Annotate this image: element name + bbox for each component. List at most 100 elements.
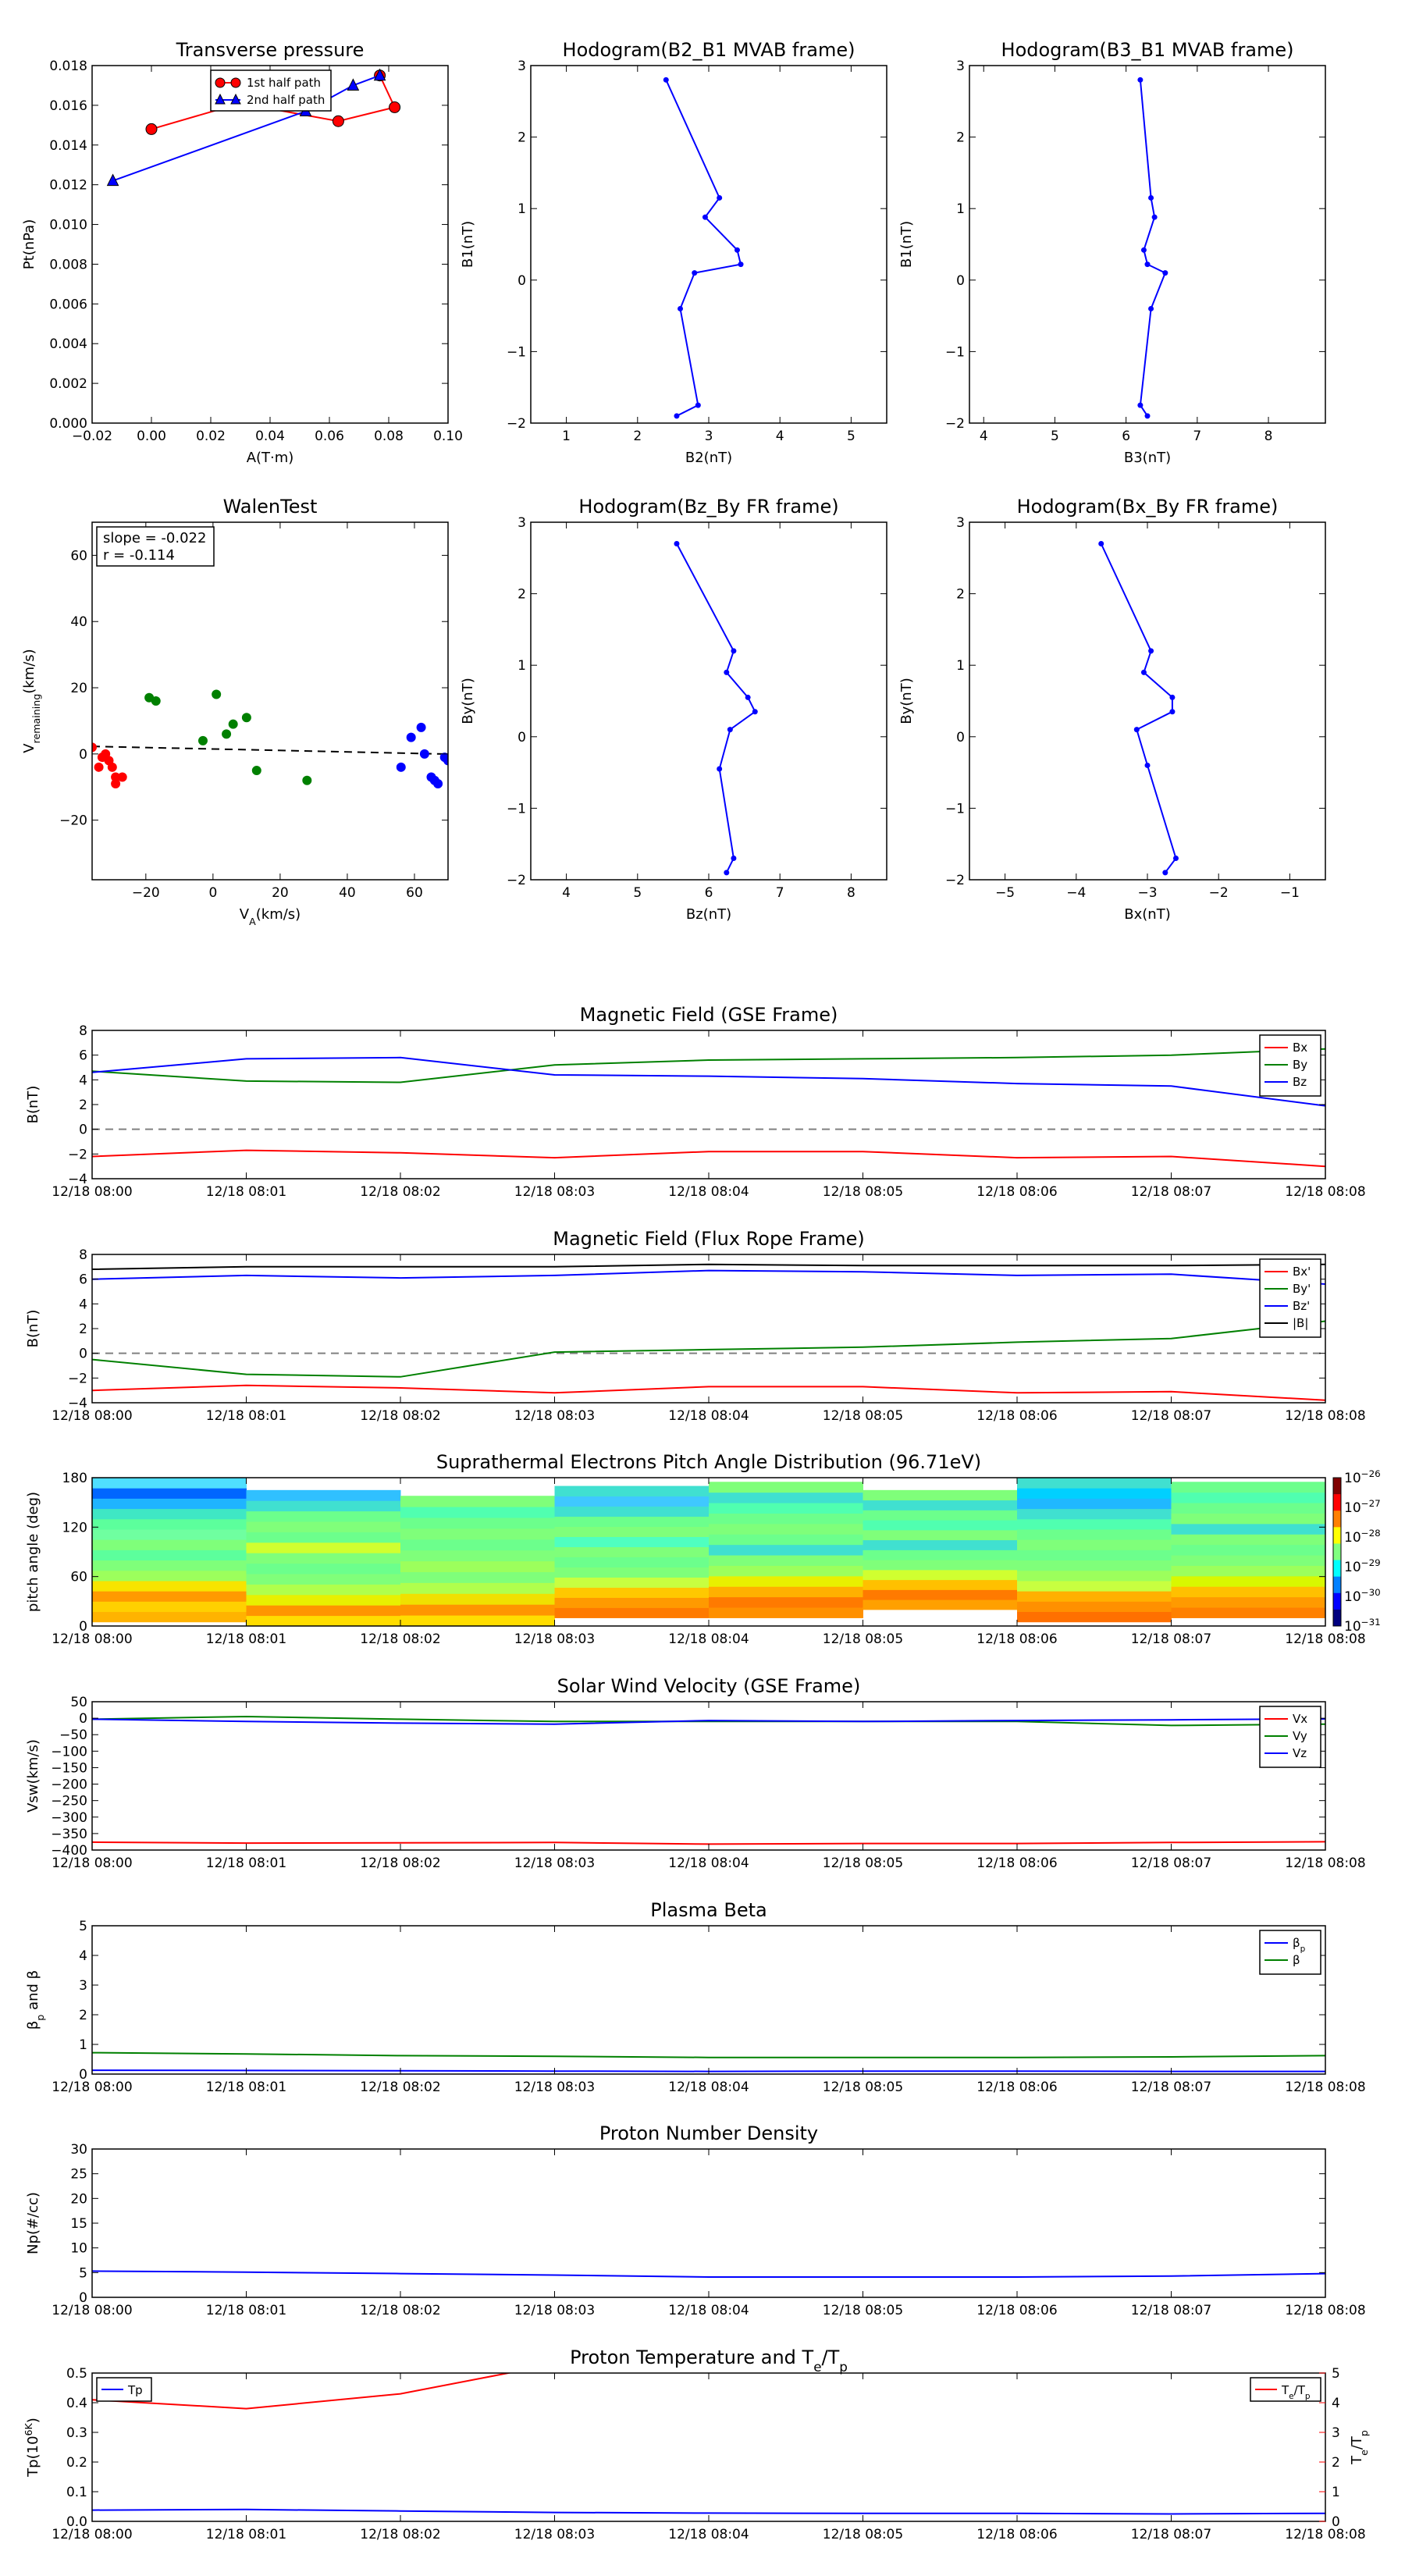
heatmap-cell: [1017, 1611, 1172, 1623]
legend-label: Bx': [1293, 1265, 1311, 1279]
heatmap-cell: [400, 1507, 555, 1518]
heatmap-cell: [1171, 1503, 1325, 1514]
x-tick-label: 8: [1264, 429, 1273, 444]
axes-frame: [969, 65, 1326, 424]
annotation-text: r = -0.114: [103, 547, 175, 564]
heatmap-cell: [246, 1594, 401, 1606]
y-tick-label: 0.1: [66, 2485, 87, 2500]
chart-title: Suprathermal Electrons Pitch Angle Distr…: [436, 1451, 981, 1473]
heatmap-cell: [863, 1599, 1018, 1610]
heatmap-cell: [92, 1560, 247, 1571]
y-tick-label: 0: [956, 730, 965, 745]
y-tick-label: 8: [79, 1247, 87, 1263]
y-tick-label: 0.006: [49, 297, 87, 312]
heatmap-cell: [246, 1489, 401, 1501]
heatmap-cell: [1171, 1555, 1325, 1566]
x-tick-label: 0: [208, 885, 217, 901]
y-axis-label: pitch angle (deg): [25, 1492, 41, 1612]
series-line-bx: [92, 1149, 1325, 1168]
x-tick-label: 12/18 08:08: [1285, 1408, 1365, 1424]
data-point: [724, 870, 730, 876]
x-tick-label: 12/18 08:03: [514, 1184, 595, 1200]
y-tick-label: −400: [51, 1843, 87, 1859]
chart-hodogram-bx-by: Hodogram(Bx_By FR frame) −5 −4 −3 −2 −1 −2 −1 0 1…: [898, 496, 1326, 923]
x-tick-label: 12/18 08:00: [52, 1631, 132, 1647]
data-point: [1148, 305, 1154, 311]
heatmap-cell: [1017, 1518, 1172, 1530]
series-line-by-: [92, 1320, 1325, 1378]
y-tick-label: 0.002: [49, 376, 87, 392]
heatmap-cell: [863, 1520, 1018, 1531]
data-point: [1172, 856, 1179, 862]
y-tick-label: −1: [507, 801, 526, 817]
series-line-tp: [92, 2508, 1325, 2515]
heatmap-cell: [709, 1555, 863, 1566]
x-tick-label: 12/18 08:04: [668, 1184, 749, 1200]
x-tick-label: 12/18 08:00: [52, 2527, 132, 2542]
x-axis-label: Bz(nT): [686, 906, 731, 923]
heatmap-cell: [1171, 1534, 1325, 1546]
y-axis-label: B(nT): [25, 1086, 41, 1124]
y-tick-label: 2: [518, 587, 526, 603]
heatmap-cell: [709, 1607, 863, 1618]
data-point: [443, 756, 448, 766]
x-tick-label: −0.02: [72, 429, 112, 444]
x-tick-label: 60: [406, 885, 423, 901]
y-tick-label: 120: [62, 1520, 87, 1535]
data-point: [1137, 402, 1144, 408]
annotation-box: [96, 526, 215, 567]
data-point: [212, 689, 222, 699]
plot-area: [92, 1048, 1325, 1168]
y-axis-label: By(nT): [898, 678, 915, 724]
heatmap-cell: [709, 1492, 863, 1503]
y-tick-label: 2: [79, 2008, 87, 2023]
data-point: [674, 413, 680, 419]
x-tick-label: 12/18 08:02: [360, 2303, 440, 2318]
y-axis-label: Vremaining(km/s): [21, 649, 42, 753]
data-point: [1162, 270, 1168, 276]
heatmap-cell: [400, 1560, 555, 1573]
x-tick-label: 12/18 08:05: [823, 2527, 903, 2542]
x-tick-label: 12/18 08:05: [823, 1408, 903, 1424]
data-point: [228, 719, 238, 729]
x-tick-label: 12/18 08:00: [52, 1408, 132, 1424]
heatmap-cell: [709, 1565, 863, 1577]
y-tick-label: 25: [70, 2167, 87, 2183]
heatmap-cell: [246, 1563, 401, 1574]
colorbar-tick: 10−31: [1344, 1617, 1381, 1635]
x-tick-label: 12/18 08:00: [52, 2303, 132, 2318]
x-tick-label: 40: [339, 885, 356, 901]
data-point: [151, 696, 161, 706]
data-point: [1169, 694, 1176, 700]
x-axis-label: A(T·m): [247, 450, 294, 466]
heatmap-cell: [554, 1546, 710, 1557]
data-point: [738, 262, 744, 268]
x-tick-label: 3: [705, 429, 713, 444]
y-tick-label: 50: [70, 1695, 87, 1710]
heatmap-cell: [709, 1544, 863, 1556]
legend-label: 1st half path: [247, 76, 321, 90]
y-tick-label: 0.3: [66, 2425, 87, 2441]
heatmap-cell: [1171, 1596, 1325, 1608]
y-tick-label: 0: [518, 273, 526, 289]
heatmap-cell: [92, 1488, 247, 1499]
heatmap-cell: [554, 1506, 710, 1517]
data-point: [1144, 262, 1151, 268]
heatmap-cell: [1171, 1513, 1325, 1525]
y-tick-label: −4: [68, 1396, 87, 1411]
annotation-text: slope = -0.022: [103, 530, 206, 546]
axes-frame: [91, 2372, 1326, 2522]
colorbar-segment: [1333, 1560, 1341, 1578]
x-tick-label: 12/18 08:07: [1131, 1408, 1211, 1424]
x-tick-label: 1: [562, 429, 571, 444]
heatmap-cell: [1017, 1570, 1172, 1582]
x-tick-label: 12/18 08:04: [668, 1408, 749, 1424]
chart-title: Solar Wind Velocity (GSE Frame): [557, 1675, 861, 1697]
x-axis-label: VA(km/s): [240, 906, 301, 927]
y-tick-label: 0.0: [66, 2514, 87, 2530]
x-tick-label: 12/18 08:03: [514, 2080, 595, 2095]
heatmap-cell: [554, 1587, 710, 1598]
x-tick-label: 12/18 08:02: [360, 1184, 440, 1200]
y-tick-label: 0.012: [49, 178, 87, 194]
y-tick-label: 3: [79, 1978, 87, 1994]
